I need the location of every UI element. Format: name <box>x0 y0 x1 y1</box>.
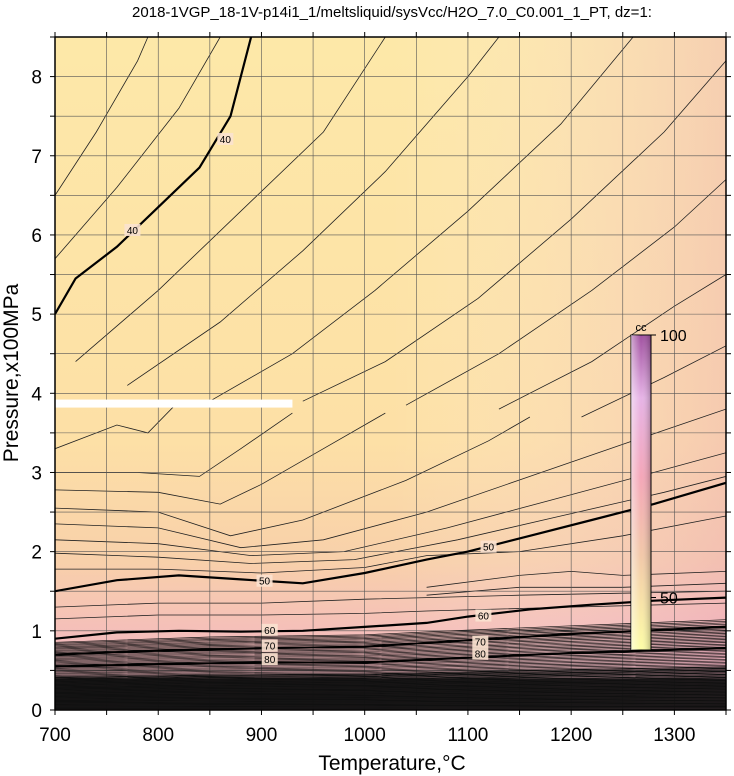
grid-lines <box>55 37 726 710</box>
minor-contour <box>581 345 726 418</box>
y-axis-ticks: 0 1 2 3 4 5 6 7 8 <box>31 68 42 722</box>
dense-contour <box>55 640 726 659</box>
dense-contour <box>55 655 726 671</box>
dense-contour <box>55 645 726 663</box>
minor-contour <box>55 400 180 450</box>
x-tick-label: 900 <box>246 725 278 746</box>
y-tick-label: 7 <box>31 147 42 168</box>
contour-label-bg <box>472 647 489 660</box>
dense-contour <box>55 639 726 658</box>
dense-contour <box>55 643 726 661</box>
dense-contour <box>55 649 726 666</box>
y-tick-label: 1 <box>31 622 42 643</box>
dense-contour <box>55 660 726 674</box>
frame-ticks <box>50 32 731 715</box>
colorbar-ticks: 50 100 <box>651 328 687 608</box>
dense-contour <box>55 625 726 648</box>
dense-contour <box>55 642 726 660</box>
contour-label: 40 <box>220 135 232 146</box>
y-axis-title: Pressure,x100MPa <box>0 283 23 462</box>
dense-contour <box>55 664 726 677</box>
dense-contour <box>55 657 726 672</box>
minor-contour <box>55 515 726 574</box>
y-tick-label: 2 <box>31 543 42 564</box>
dense-contour <box>55 666 726 679</box>
x-axis-ticks: 700 800 900 1000 1100 1200 1300 <box>39 725 695 746</box>
contour-label: 50 <box>483 543 495 554</box>
contour-label-bg <box>472 635 489 648</box>
plot-background-tint <box>55 37 726 710</box>
colorbar-tick-label: 100 <box>660 328 687 345</box>
minor-contour <box>55 412 386 505</box>
contour-label-bg <box>475 609 492 622</box>
contour-label-bg <box>480 540 497 553</box>
contour-label-bg <box>261 639 278 652</box>
minor-contour <box>55 37 221 259</box>
x-tick-label: 1100 <box>447 725 488 746</box>
minor-contour <box>55 37 149 196</box>
y-tick-label: 3 <box>31 463 42 484</box>
x-tick-label: 1000 <box>344 725 386 746</box>
dense-contour <box>55 619 726 643</box>
contour-label: 40 <box>127 226 139 237</box>
x-tick-label: 700 <box>39 725 71 746</box>
dense-contour <box>55 654 726 669</box>
dense-contour <box>55 658 726 673</box>
dense-contour <box>55 646 726 664</box>
contour-label-bg <box>217 132 234 145</box>
dense-contour-region <box>55 619 726 710</box>
minor-contour <box>55 408 726 549</box>
phase-boundary-band <box>55 399 293 408</box>
contour-label: 80 <box>264 655 276 666</box>
colorbar-shading <box>631 335 651 650</box>
contour-label-bg <box>261 623 278 636</box>
colorbar-tick-label: 50 <box>660 591 678 608</box>
dense-contour-fill <box>55 678 726 710</box>
contour-label: 80 <box>475 650 487 661</box>
contour-label-bg <box>261 653 278 666</box>
dense-contour <box>55 620 726 644</box>
contour-label: 60 <box>478 612 490 623</box>
contour-label: 70 <box>475 638 487 649</box>
dense-contour <box>55 622 726 645</box>
y-tick-label: 8 <box>31 68 42 89</box>
dense-contour <box>55 667 726 680</box>
contour-label: 60 <box>264 626 276 637</box>
x-tick-label: 1300 <box>653 725 695 746</box>
minor-contour <box>127 37 500 386</box>
dense-contour <box>55 630 726 651</box>
contour-label-bg <box>256 574 273 587</box>
contour-line-80 <box>55 647 726 668</box>
x-tick-label: 800 <box>142 725 174 746</box>
minor-contour <box>498 274 726 410</box>
contour-label: 50 <box>259 577 271 588</box>
y-tick-label: 6 <box>31 226 42 247</box>
contour-line-50 <box>55 481 726 593</box>
colorbar: cc 50 100 <box>630 322 687 651</box>
chart-title: 2018-1VGP_18-1V-p14i1_1/meltsliquid/sysV… <box>132 4 652 21</box>
x-tick-label: 1200 <box>550 725 592 746</box>
dense-contour <box>55 637 726 657</box>
contour-line-70 <box>55 625 726 656</box>
minor-contour <box>209 37 634 402</box>
plot-frame <box>54 36 727 711</box>
y-tick-label: 4 <box>31 384 42 405</box>
contour-line-40 <box>55 37 253 315</box>
dense-contour <box>55 663 726 676</box>
dense-contour <box>55 636 726 656</box>
y-tick-label: 0 <box>31 701 42 722</box>
major-contours <box>55 37 726 668</box>
dense-contour <box>55 623 726 647</box>
x-axis-title: Temperature,°C <box>318 752 465 775</box>
contour-label: 70 <box>264 642 276 653</box>
colorbar-label: cc <box>636 322 648 334</box>
dense-contour <box>55 661 726 675</box>
dense-contour <box>55 669 726 681</box>
y-tick-label: 5 <box>31 305 42 326</box>
contour-label-bg <box>124 223 141 236</box>
contour-line-60 <box>55 596 726 640</box>
